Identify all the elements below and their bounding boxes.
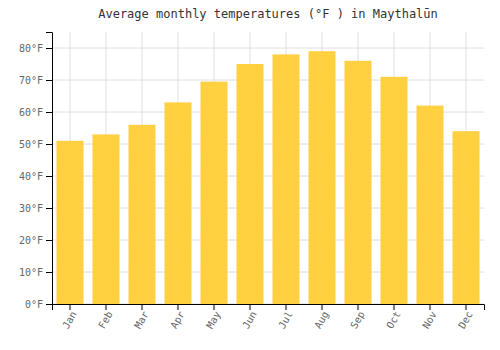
y-tick: 30°F: [19, 203, 52, 214]
y-tick: 60°F: [19, 107, 52, 118]
x-tick: Jan: [60, 304, 79, 330]
y-tick-label: 50°F: [19, 139, 43, 150]
x-tick-label: Aug: [312, 309, 331, 330]
x-tick-label: Sep: [348, 309, 367, 330]
y-tick-mark: [46, 48, 52, 49]
y-axis: 0°F 10°F 20°F 30°F 40°F 50°F 60°F 70°F 80°F: [19, 33, 53, 310]
y-tick-mark: [46, 112, 52, 113]
y-tick: 0°F: [25, 299, 52, 310]
y-grid-line: [52, 48, 484, 49]
bar: [345, 61, 372, 304]
x-tick: Dec: [456, 304, 475, 330]
x-tick-label: Jun: [240, 309, 259, 330]
y-tick-label: 70°F: [19, 75, 43, 86]
bar: [237, 64, 264, 304]
y-tick: 70°F: [19, 75, 52, 86]
y-tick-mark: [46, 208, 52, 209]
x-tick-label: Jul: [276, 309, 295, 330]
grid: [52, 32, 484, 304]
x-tick: Aug: [312, 304, 331, 330]
y-tick-mark: [46, 176, 52, 177]
y-tick-mark: [46, 240, 52, 241]
bar: [165, 102, 192, 304]
plot-area: Jan Feb Mar Apr May Jun Jul Aug Sep Oct Nov Dec 0°F 1…: [19, 32, 485, 330]
x-tick-mark: [214, 304, 215, 310]
x-tick-mark: [358, 304, 359, 310]
x-tick: May: [204, 304, 223, 330]
y-tick-mark: [46, 80, 52, 81]
x-tick-mark: [286, 304, 287, 310]
x-tick-mark: [106, 304, 107, 310]
x-tick-label: Dec: [456, 309, 475, 330]
x-tick-mark: [178, 304, 179, 310]
y-tick: 10°F: [19, 267, 52, 278]
x-tick: Apr: [168, 304, 187, 330]
x-tick: Nov: [420, 304, 439, 330]
bar: [57, 141, 84, 304]
x-tick-label: Feb: [96, 309, 115, 330]
y-tick-label: 0°F: [25, 299, 43, 310]
bar: [129, 125, 156, 304]
x-tick-mark: [250, 304, 251, 310]
bar: [309, 51, 336, 304]
x-tick: Oct: [384, 304, 403, 330]
x-tick-label: Mar: [132, 309, 151, 330]
x-tick: Feb: [96, 304, 115, 330]
y-grid-line: [52, 80, 484, 81]
bar: [273, 54, 300, 304]
x-axis: Jan Feb Mar Apr May Jun Jul Aug Sep Oct Nov Dec: [53, 304, 485, 330]
x-tick-mark: [142, 304, 143, 310]
x-tick-label: May: [204, 309, 223, 330]
x-tick: Mar: [132, 304, 151, 330]
chart: Jan Feb Mar Apr May Jun Jul Aug Sep Oct Nov Dec 0°F 1…: [0, 0, 500, 350]
y-tick-label: 20°F: [19, 235, 43, 246]
title: Average monthly temperatures (°F ) in Ma…: [98, 7, 438, 21]
bar: [417, 106, 444, 304]
x-tick-mark: [466, 304, 467, 310]
bar: [453, 131, 480, 304]
x-tick-label: Nov: [420, 309, 439, 330]
y-tick: 50°F: [19, 139, 52, 150]
x-tick: Sep: [348, 304, 367, 330]
y-tick-mark: [46, 272, 52, 273]
x-tick-mark: [394, 304, 395, 310]
y-tick-mark: [46, 304, 52, 305]
y-tick-label: 80°F: [19, 43, 43, 54]
x-tick-mark: [430, 304, 431, 310]
y-tick-label: 30°F: [19, 203, 43, 214]
bar: [381, 77, 408, 304]
y-tick-label: 60°F: [19, 107, 43, 118]
bar: [93, 134, 120, 304]
y-tick: 80°F: [19, 43, 52, 54]
y-tick-mark: [46, 144, 52, 145]
x-tick-label: Apr: [168, 309, 187, 330]
x-tick: Jul: [276, 304, 295, 330]
x-tick-mark: [322, 304, 323, 310]
y-tick: 40°F: [19, 171, 52, 182]
x-tick: Jun: [240, 304, 259, 330]
y-tick-label: 40°F: [19, 171, 43, 182]
y-axis-line: [46, 33, 53, 305]
x-tick-label: Jan: [60, 309, 79, 330]
x-tick-mark: [70, 304, 71, 310]
bar: [201, 82, 228, 304]
y-tick: 20°F: [19, 235, 52, 246]
x-tick-label: Oct: [384, 309, 403, 330]
y-tick-label: 10°F: [19, 267, 43, 278]
bars: [57, 51, 480, 304]
x-axis-line: [53, 305, 485, 311]
